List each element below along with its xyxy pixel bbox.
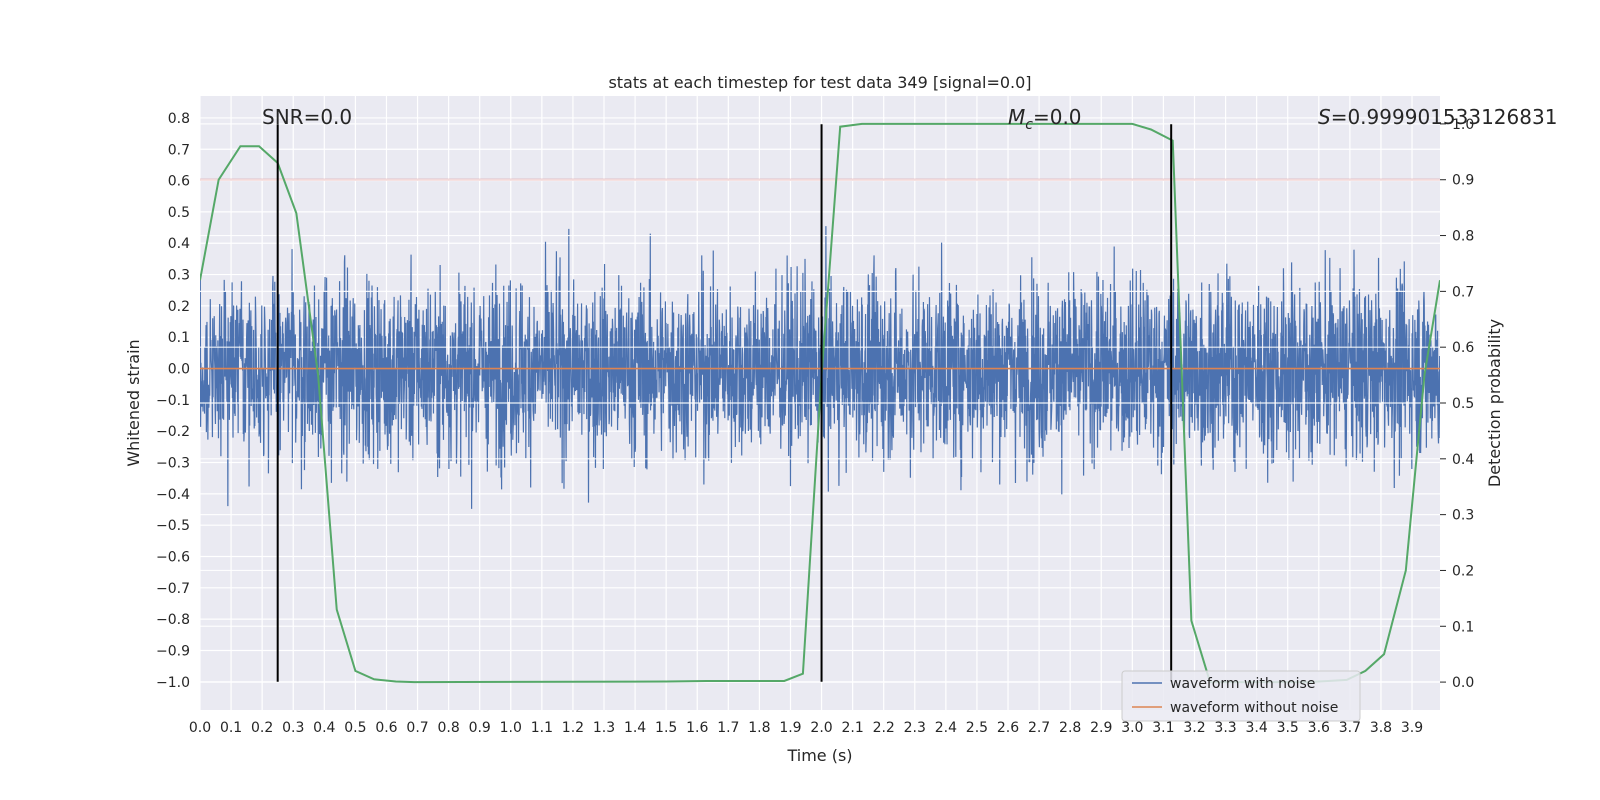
y-tick-label: 0.0 — [168, 362, 190, 378]
annotation-snr-value: =0.0 — [304, 105, 353, 129]
x-tick-label: 0.1 — [220, 720, 242, 736]
annotation-mc-subscript: c — [1025, 117, 1033, 133]
y-tick-label: −0.9 — [156, 643, 190, 659]
y2-tick-label: 0.0 — [1452, 675, 1474, 691]
annotation-mc-prefix: M — [1008, 105, 1025, 129]
y-tick-label: 0.6 — [168, 174, 190, 190]
x-axis-label: Time (s) — [786, 746, 852, 765]
y-tick-label: −0.7 — [156, 581, 190, 597]
x-tick-label: 1.0 — [500, 720, 522, 736]
annotation-s: S=0.999901533126831 — [1318, 105, 1557, 129]
y2-tick-label: 0.8 — [1452, 229, 1474, 245]
x-tick-label: 3.8 — [1370, 720, 1392, 736]
x-tick-label: 2.9 — [1090, 720, 1112, 736]
x-tick-label: 0.6 — [375, 720, 397, 736]
y2-tick-label: 0.2 — [1452, 563, 1474, 579]
y-tick-label: −0.1 — [156, 393, 190, 409]
x-tick-label: 0.2 — [251, 720, 273, 736]
x-tick-labels: 0.0 0.1 0.2 0.3 0.4 0.5 0.6 0.7 0.8 0.9 1.0 1.1 1.2 1… — [189, 720, 1423, 736]
x-tick-label: 2.2 — [873, 720, 895, 736]
annotation-s-prefix: S — [1318, 105, 1331, 129]
y-tick-label: 0.1 — [168, 330, 190, 346]
x-tick-label: 0.7 — [406, 720, 428, 736]
x-tick-label: 3.3 — [1214, 720, 1236, 736]
x-tick-label: 1.6 — [686, 720, 708, 736]
y-tick-label: 0.5 — [168, 205, 190, 221]
y2-tick-label: 0.3 — [1452, 508, 1474, 524]
chart-title: stats at each timestep for test data 349… — [608, 73, 1031, 92]
y2-tick-labels: 1.0 0.9 0.8 0.7 0.6 0.5 0.4 0.3 0.2 0.1 0.0 — [1440, 117, 1474, 691]
y2-tick-label: 0.7 — [1452, 284, 1474, 300]
y2-tick-label: 0.6 — [1452, 340, 1474, 356]
y2-tick-label: 0.5 — [1452, 396, 1474, 412]
x-tick-label: 3.9 — [1401, 720, 1423, 736]
x-tick-label: 3.7 — [1339, 720, 1361, 736]
x-tick-label: 0.4 — [313, 720, 335, 736]
annotation-mc-value: =0.0 — [1033, 105, 1082, 129]
x-tick-label: 0.3 — [282, 720, 304, 736]
legend: waveform with noise waveform without noi… — [1121, 670, 1361, 722]
y2-tick-label: 0.1 — [1452, 619, 1474, 635]
x-tick-label: 2.8 — [1059, 720, 1081, 736]
x-tick-label: 1.9 — [779, 720, 801, 736]
y-tick-label: −0.3 — [156, 456, 190, 472]
y-tick-label: −1.0 — [156, 675, 190, 691]
legend-box — [1121, 670, 1361, 722]
annotation-chirp-mass: Mc=0.0 — [1008, 105, 1082, 133]
x-tick-label: 0.9 — [469, 720, 491, 736]
vertical-markers — [276, 124, 1173, 682]
y2-gridlines — [200, 123, 1440, 683]
y2-tick-label: 0.4 — [1452, 452, 1474, 468]
x-tick-label: 1.4 — [624, 720, 646, 736]
x-tick-label: 0.5 — [344, 720, 366, 736]
x-tick-label: 3.6 — [1308, 720, 1330, 736]
annotation-snr: SNR=0.0 — [262, 105, 352, 129]
y2-tick-label: 1.0 — [1452, 117, 1474, 133]
x-tick-label: 2.6 — [997, 720, 1019, 736]
x-tick-label: 2.1 — [841, 720, 863, 736]
y-tick-label: −0.2 — [156, 424, 190, 440]
legend-label-noise: waveform with noise — [1170, 676, 1315, 692]
x-tick-label: 1.8 — [748, 720, 770, 736]
x-tick-label: 1.7 — [717, 720, 739, 736]
x-tick-label: 2.3 — [904, 720, 926, 736]
y-tick-labels: 0.8 0.7 0.6 0.5 0.4 0.3 0.2 0.1 0.0 −0.1 −0.2 −0.3 −… — [156, 111, 190, 691]
x-tick-label: 1.1 — [531, 720, 553, 736]
y2-axis-label: Detection probability — [1485, 319, 1504, 487]
x-tick-label: 1.3 — [593, 720, 615, 736]
y-tick-label: −0.8 — [156, 612, 190, 628]
x-tick-label: 3.2 — [1183, 720, 1205, 736]
annotation-s-value: =0.999901533126831 — [1331, 105, 1558, 129]
x-tick-label: 2.5 — [966, 720, 988, 736]
x-tick-label: 2.0 — [810, 720, 832, 736]
x-tick-label: 3.5 — [1277, 720, 1299, 736]
x-tick-label: 3.1 — [1152, 720, 1174, 736]
x-tick-label: 3.4 — [1246, 720, 1268, 736]
x-tick-label: 3.0 — [1121, 720, 1143, 736]
y-tick-label: 0.2 — [168, 299, 190, 315]
x-tick-label: 1.2 — [562, 720, 584, 736]
legend-label-clean: waveform without noise — [1170, 700, 1338, 716]
y-tick-label: 0.4 — [168, 236, 190, 252]
y-tick-label: −0.6 — [156, 550, 190, 566]
x-tick-label: 0.0 — [189, 720, 211, 736]
y-tick-label: −0.4 — [156, 487, 190, 503]
x-tick-label: 2.4 — [935, 720, 957, 736]
y-tick-label: 0.8 — [168, 111, 190, 127]
x-tick-label: 0.8 — [437, 720, 459, 736]
y2-tick-label: 0.9 — [1452, 173, 1474, 189]
y-tick-label: 0.3 — [168, 268, 190, 284]
x-tick-label: 1.5 — [655, 720, 677, 736]
y-axis-label: Whitened strain — [124, 339, 143, 466]
y-tick-label: −0.5 — [156, 518, 190, 534]
x-tick-label: 2.7 — [1028, 720, 1050, 736]
y-tick-label: 0.7 — [168, 142, 190, 158]
annotation-snr-prefix: SNR — [262, 105, 304, 129]
